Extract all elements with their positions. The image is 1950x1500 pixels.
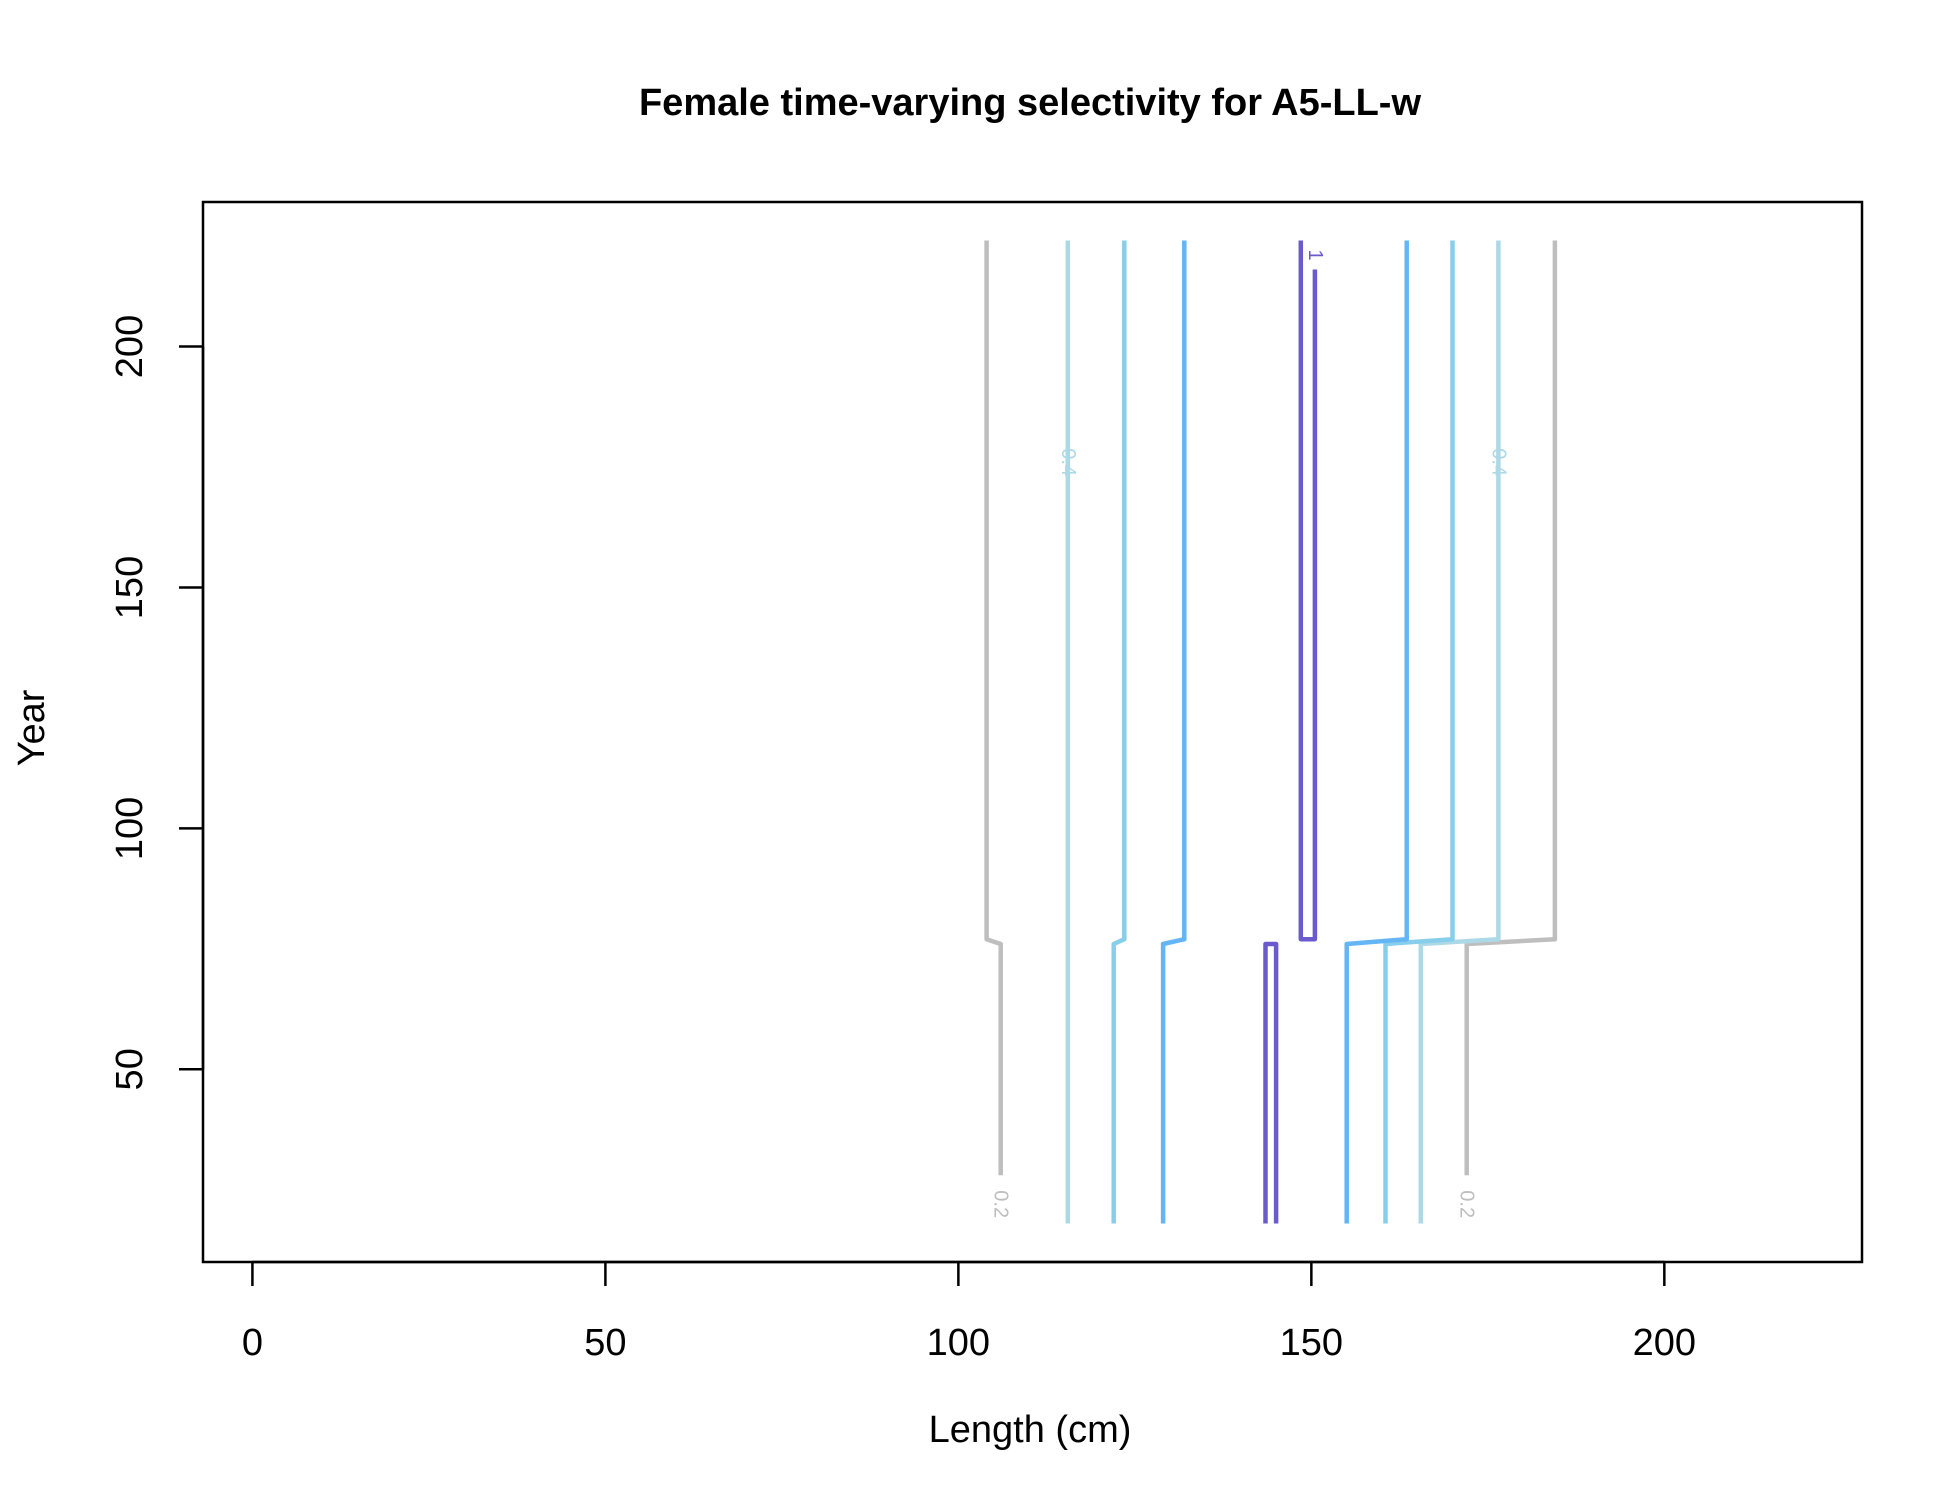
contour-label-1: 0.2 — [1456, 1190, 1478, 1218]
x-tick-label: 150 — [1280, 1322, 1343, 1364]
y-tick-label: 50 — [109, 1048, 151, 1090]
x-tick-label: 50 — [584, 1322, 626, 1364]
x-axis-label: Length (cm) — [929, 1409, 1132, 1451]
plot-frame — [201, 200, 1864, 1264]
contour-line-1-9 — [1263, 941, 1279, 1224]
chart-title: Female time-varying selectivity for A5-L… — [639, 82, 1421, 124]
contour-line-0-2-0 — [984, 240, 1003, 1176]
y-axis-label: Year — [11, 689, 53, 766]
y-tick-label: 100 — [109, 797, 151, 860]
contour-line-0-6-5 — [1383, 240, 1455, 1224]
y-axis: 50 100 150 200 — [109, 315, 205, 1090]
contour-label-0: 0.2 — [990, 1190, 1012, 1218]
x-axis: 0 50 100 150 200 — [242, 1260, 1696, 1364]
contour-label-2: 0.4 — [1057, 448, 1079, 476]
x-tick-label: 100 — [927, 1322, 990, 1364]
x-tick-label: 200 — [1633, 1322, 1696, 1364]
contour-label-3: 0.4 — [1487, 448, 1509, 476]
contour-line-1-8 — [1298, 240, 1318, 942]
contour-line-0-8-6 — [1160, 240, 1187, 1224]
contour-lines — [984, 240, 1558, 1224]
contour-label-4: 1 — [1304, 249, 1326, 260]
contour-line-0-6-4 — [1111, 240, 1127, 1224]
y-tick-label: 200 — [109, 315, 151, 378]
x-tick-label: 0 — [242, 1322, 263, 1364]
y-tick-label: 150 — [109, 556, 151, 619]
contour-line-0-2-1 — [1464, 240, 1558, 1176]
contour-labels: 0.2 0.2 0.4 0.4 1 — [990, 249, 1510, 1218]
contour-line-0-4-3 — [1418, 240, 1501, 1224]
contour-line-0-8-7 — [1344, 240, 1409, 1224]
